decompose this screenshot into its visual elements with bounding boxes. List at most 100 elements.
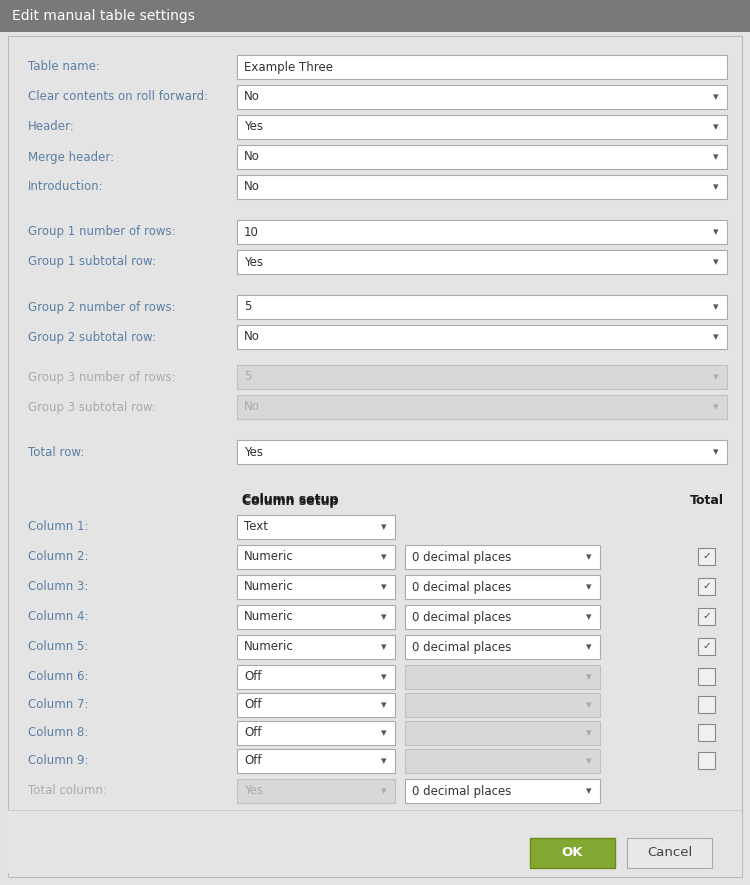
Text: ▾: ▾ (713, 227, 718, 237)
Text: 5: 5 (244, 371, 251, 383)
Text: ▾: ▾ (381, 672, 387, 682)
Bar (698, 724, 715, 741)
Text: Numeric: Numeric (244, 550, 294, 564)
Text: Column 2:: Column 2: (28, 550, 88, 564)
Text: Table name:: Table name: (28, 60, 100, 73)
Bar (405, 545, 600, 569)
Bar (237, 545, 395, 569)
Bar (405, 605, 600, 629)
Bar (405, 665, 600, 689)
Text: 0 decimal places: 0 decimal places (412, 641, 512, 653)
Text: No: No (244, 181, 260, 194)
Bar (237, 515, 395, 539)
Bar (237, 220, 727, 244)
Text: ▾: ▾ (586, 642, 592, 652)
Text: Off: Off (244, 671, 262, 683)
Text: ▾: ▾ (713, 122, 718, 132)
Bar (530, 838, 615, 868)
Bar (8, 811, 742, 873)
Text: Numeric: Numeric (244, 581, 294, 594)
Text: ▾: ▾ (713, 152, 718, 162)
Bar (237, 721, 395, 745)
Text: Introduction:: Introduction: (28, 181, 104, 194)
Bar (237, 635, 395, 659)
Text: ▾: ▾ (381, 642, 387, 652)
Text: 0 decimal places: 0 decimal places (412, 611, 512, 624)
Text: 10: 10 (244, 226, 259, 238)
Bar (237, 325, 727, 349)
Bar (8, 810, 742, 811)
Text: ✓: ✓ (702, 551, 711, 561)
Bar (237, 575, 395, 599)
Text: ▾: ▾ (381, 728, 387, 738)
Text: Column setup: Column setup (242, 496, 338, 509)
Text: Header:: Header: (28, 120, 75, 134)
Text: Group 2 number of rows:: Group 2 number of rows: (28, 301, 176, 313)
Bar (237, 55, 727, 79)
Text: Yes: Yes (244, 256, 263, 268)
Bar (237, 115, 727, 139)
Text: Off: Off (244, 698, 262, 712)
Bar (237, 440, 727, 464)
Bar (627, 838, 712, 868)
Text: ▾: ▾ (381, 522, 387, 532)
Text: Cancel: Cancel (646, 846, 692, 859)
Text: Group 2 subtotal row:: Group 2 subtotal row: (28, 330, 156, 343)
Bar (0, 0, 750, 32)
Text: Column 9:: Column 9: (28, 755, 88, 767)
Text: ▾: ▾ (381, 552, 387, 562)
Text: Column 4:: Column 4: (28, 611, 88, 624)
Text: Off: Off (244, 727, 262, 740)
Bar (698, 696, 715, 713)
Bar (698, 548, 715, 565)
Text: ▾: ▾ (586, 728, 592, 738)
Text: ▾: ▾ (713, 332, 718, 342)
Text: 0 decimal places: 0 decimal places (412, 550, 512, 564)
Bar (698, 608, 715, 625)
Text: ▾: ▾ (713, 257, 718, 267)
Text: ✓: ✓ (702, 642, 711, 651)
Bar (405, 749, 600, 773)
Text: ▾: ▾ (586, 786, 592, 796)
Text: Group 3 number of rows:: Group 3 number of rows: (28, 371, 176, 383)
Text: Column 8:: Column 8: (28, 727, 88, 740)
Bar (237, 779, 395, 803)
Text: ▾: ▾ (586, 582, 592, 592)
Text: Total column:: Total column: (28, 784, 106, 797)
Bar (405, 575, 600, 599)
Text: ▾: ▾ (586, 672, 592, 682)
Bar (237, 605, 395, 629)
Text: Off: Off (244, 755, 262, 767)
Text: ▾: ▾ (713, 302, 718, 312)
Bar (405, 693, 600, 717)
Text: ▾: ▾ (381, 582, 387, 592)
Text: Yes: Yes (244, 784, 263, 797)
Text: ✓: ✓ (702, 581, 711, 591)
Text: Column 1:: Column 1: (28, 520, 88, 534)
Bar (237, 693, 395, 717)
Text: ▾: ▾ (713, 447, 718, 457)
Text: ▾: ▾ (381, 700, 387, 710)
Text: ▾: ▾ (381, 756, 387, 766)
Bar (405, 779, 600, 803)
Text: OK: OK (562, 846, 584, 859)
Text: ▾: ▾ (381, 612, 387, 622)
Bar (237, 145, 727, 169)
Text: 0 decimal places: 0 decimal places (412, 784, 512, 797)
Text: Column 6:: Column 6: (28, 671, 88, 683)
Text: Yes: Yes (244, 120, 263, 134)
Text: ▾: ▾ (586, 756, 592, 766)
Text: Merge header:: Merge header: (28, 150, 114, 164)
Text: Group 3 subtotal row:: Group 3 subtotal row: (28, 401, 156, 413)
Text: ▾: ▾ (713, 372, 718, 382)
Text: Total row:: Total row: (28, 445, 84, 458)
Bar (698, 638, 715, 655)
Text: Group 1 number of rows:: Group 1 number of rows: (28, 226, 176, 238)
Text: ▾: ▾ (586, 612, 592, 622)
Text: ▾: ▾ (713, 182, 718, 192)
Bar (237, 365, 727, 389)
Text: Clear contents on roll forward:: Clear contents on roll forward: (28, 90, 208, 104)
Text: Column 5:: Column 5: (28, 641, 88, 653)
Bar (405, 721, 600, 745)
Text: Text: Text (244, 520, 268, 534)
